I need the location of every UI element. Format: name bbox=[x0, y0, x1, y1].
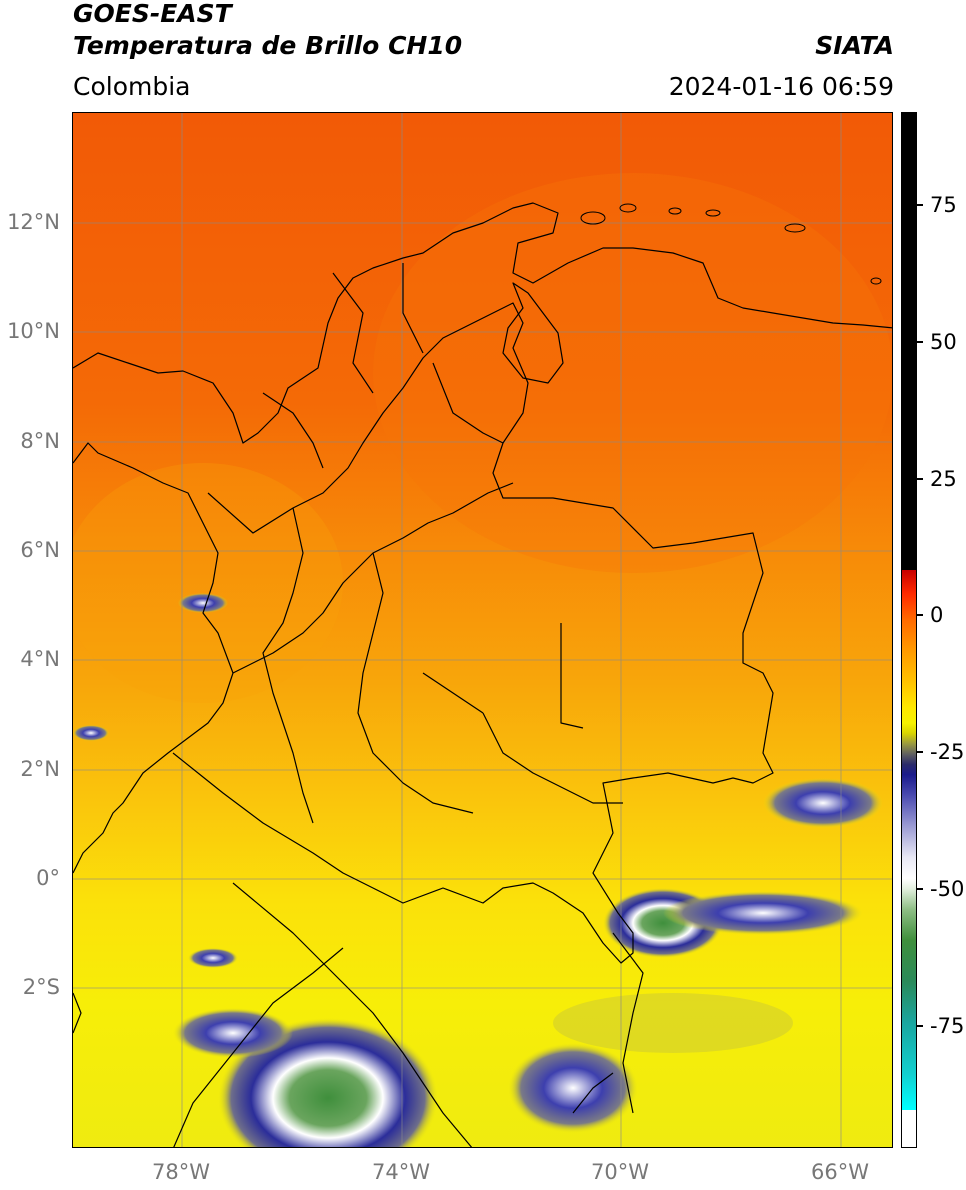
product-title: Temperatura de Brillo CH10 bbox=[73, 31, 463, 60]
colorbar-label-neg50: -50 bbox=[930, 877, 965, 901]
colorbar-tick bbox=[917, 341, 923, 343]
lat-label-2s: 2°S bbox=[22, 975, 60, 999]
agency-label: SIATA bbox=[815, 31, 894, 60]
lat-label-12n: 12°N bbox=[7, 210, 60, 234]
colorbar bbox=[901, 112, 917, 1148]
lat-label-0: 0° bbox=[36, 866, 60, 890]
lat-label-2n: 2°N bbox=[20, 757, 60, 781]
lon-label-66w: 66°W bbox=[811, 1160, 869, 1184]
datetime-label: 2024-01-16 06:59 bbox=[668, 72, 894, 101]
satellite-map[interactable] bbox=[72, 112, 893, 1148]
satellite-title: GOES-EAST bbox=[73, 0, 232, 28]
lat-label-6n: 6°N bbox=[20, 538, 60, 562]
colorbar-label-25: 25 bbox=[930, 467, 957, 491]
lon-label-74w: 74°W bbox=[372, 1160, 430, 1184]
colorbar-label-50: 50 bbox=[930, 330, 957, 354]
lon-label-78w: 78°W bbox=[152, 1160, 210, 1184]
colorbar-tick bbox=[917, 751, 923, 753]
colorbar-label-0: 0 bbox=[930, 603, 944, 627]
colorbar-tick bbox=[917, 888, 923, 890]
colorbar-label-neg25: -25 bbox=[930, 740, 965, 764]
colorbar-tick bbox=[917, 204, 923, 206]
colorbar-label-neg75: -75 bbox=[930, 1014, 965, 1038]
region-label: Colombia bbox=[73, 72, 191, 101]
map-canvas bbox=[73, 113, 892, 1147]
colorbar-tick bbox=[917, 478, 923, 480]
colorbar-tick bbox=[917, 614, 923, 616]
lon-label-70w: 70°W bbox=[591, 1160, 649, 1184]
colorbar-label-75: 75 bbox=[930, 193, 957, 217]
lat-label-4n: 4°N bbox=[20, 647, 60, 671]
colorbar-tick bbox=[917, 1025, 923, 1027]
lat-label-10n: 10°N bbox=[7, 319, 60, 343]
lat-label-8n: 8°N bbox=[20, 429, 60, 453]
